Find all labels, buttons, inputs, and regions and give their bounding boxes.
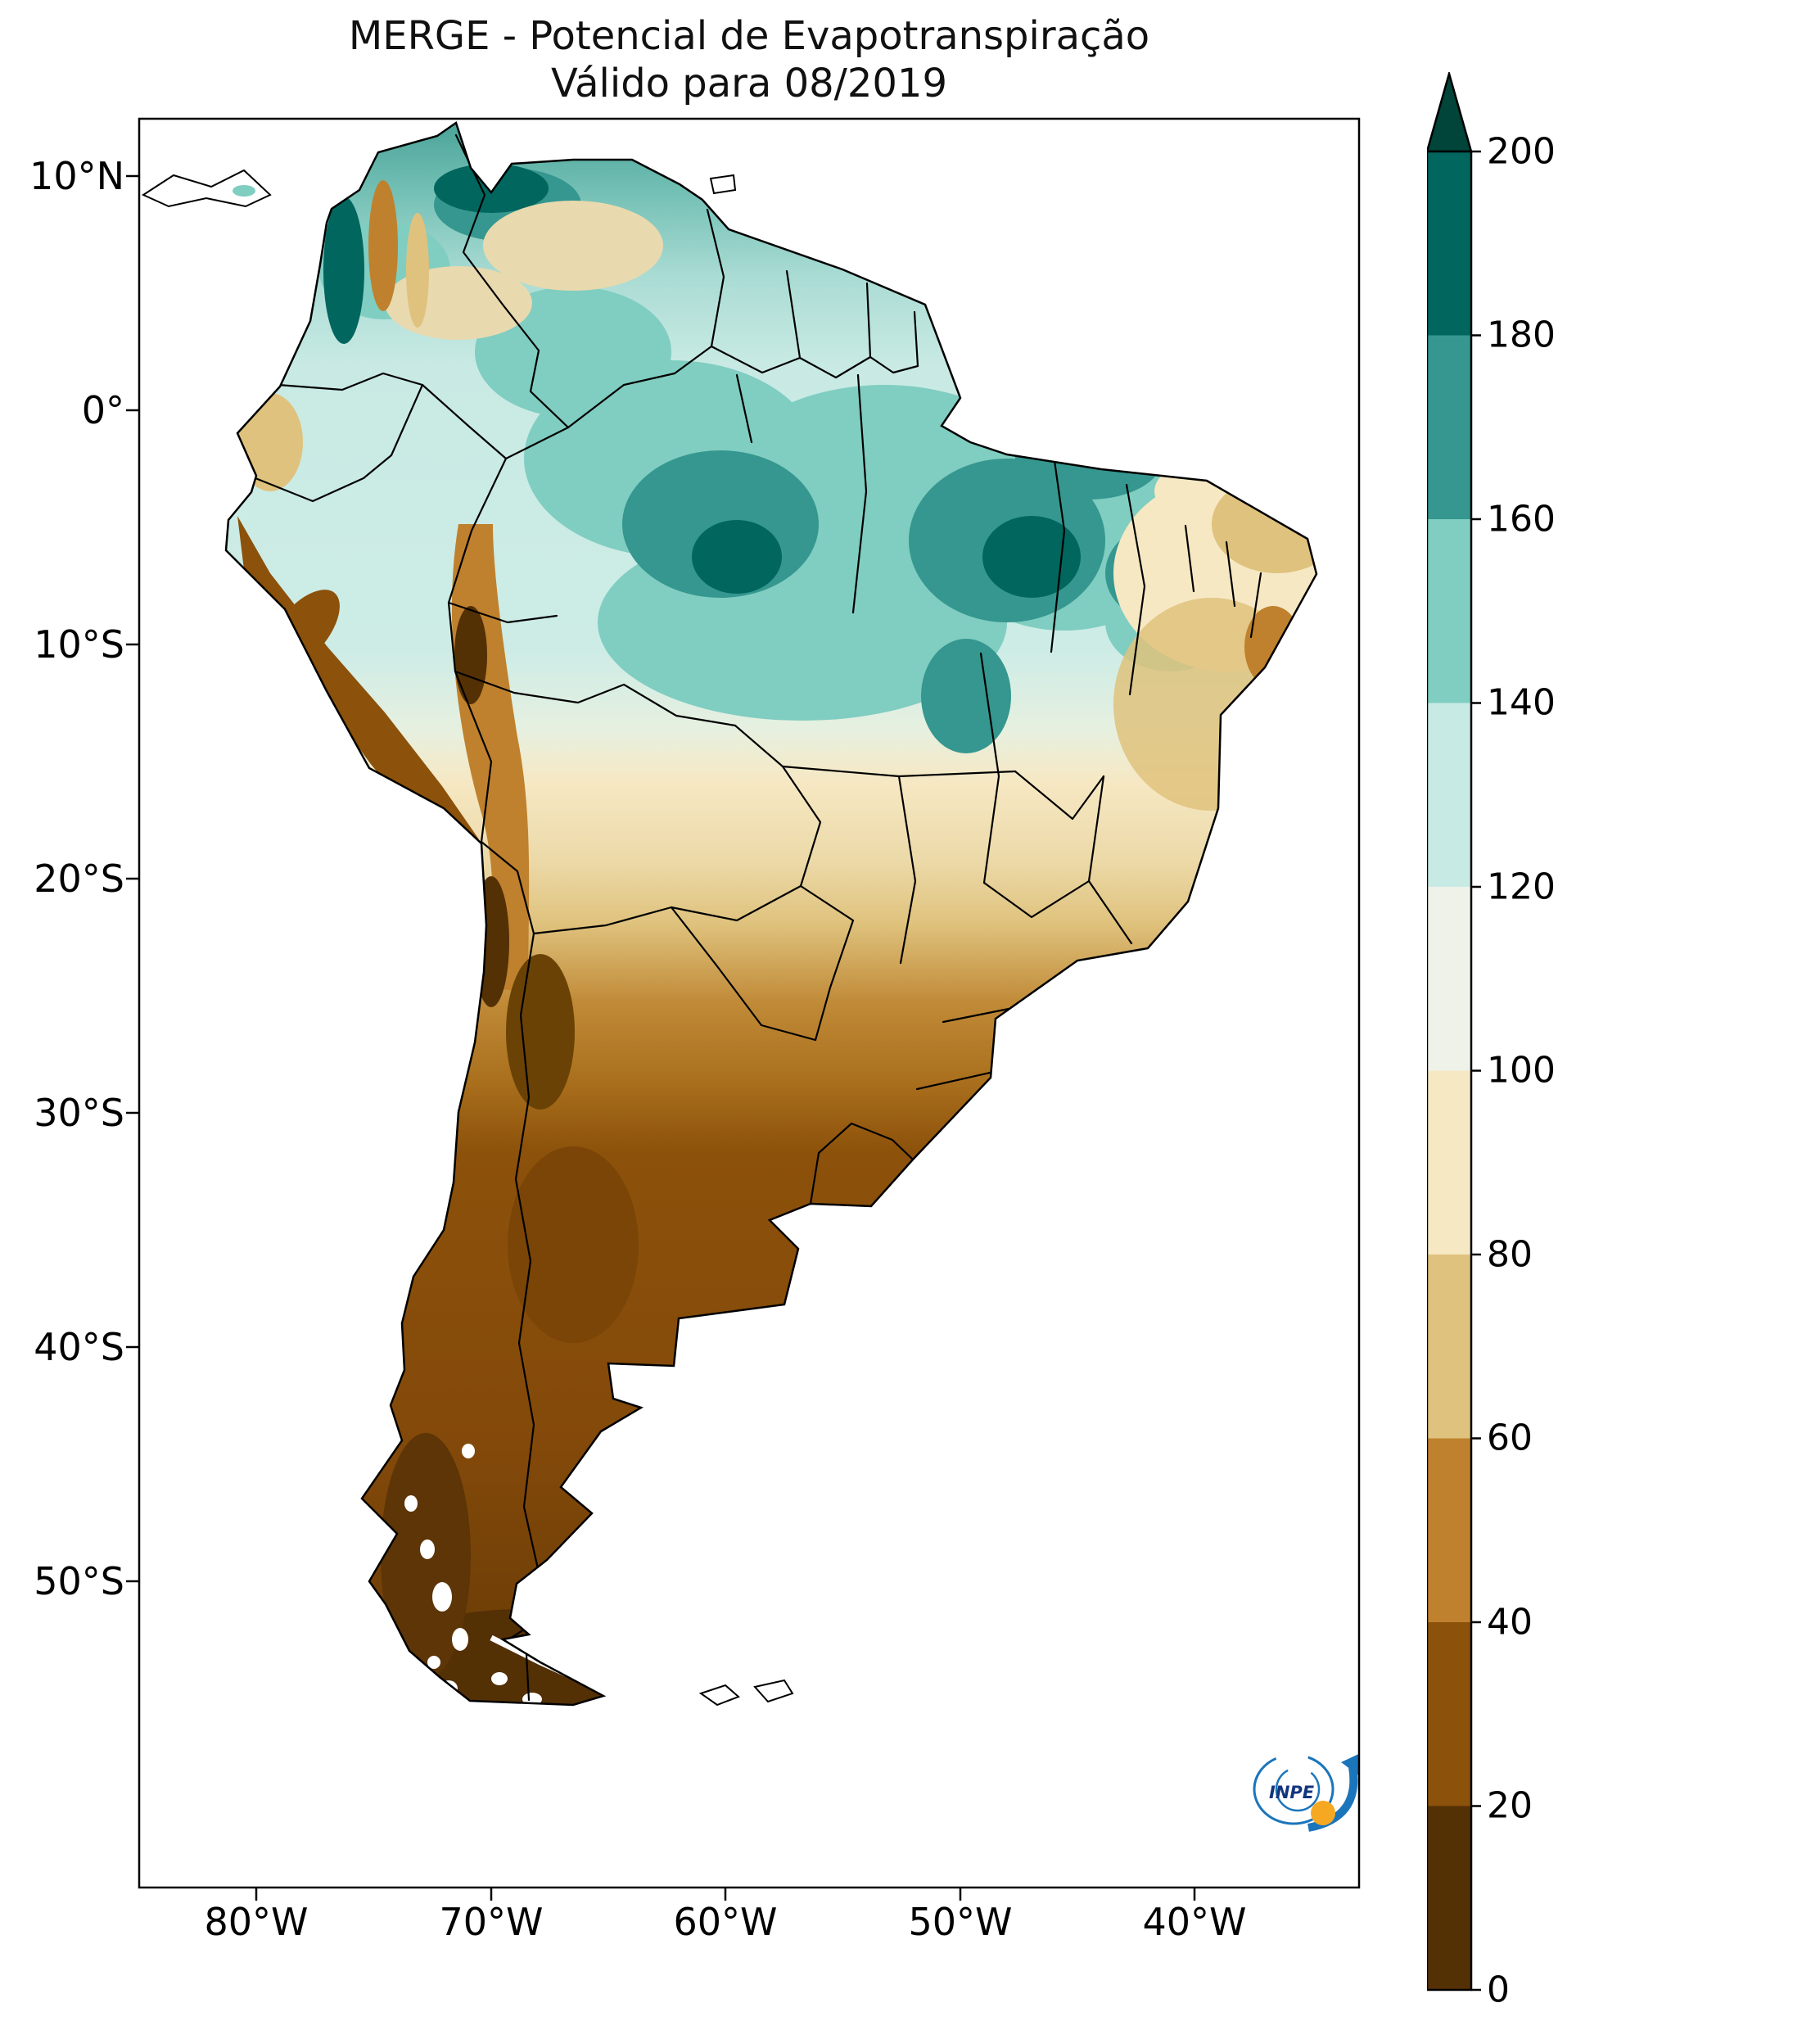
colorbar-tick-marks — [1471, 150, 1481, 1992]
cb-tick-200: 200 — [1487, 130, 1556, 173]
cb-tick-40: 40 — [1487, 1601, 1533, 1643]
political-borders — [254, 133, 1262, 1702]
plot-frame — [138, 117, 1361, 1889]
map-title: MERGE - Potencial de Evapotranspiração — [348, 13, 1150, 59]
colorbar-seg-20-40 — [1427, 1622, 1471, 1806]
colorbar-seg-0-20 — [1427, 1806, 1471, 1990]
colorbar-seg-40-60 — [1427, 1438, 1471, 1622]
panama-wet-patch — [233, 185, 255, 197]
cb-tick-100: 100 — [1487, 1049, 1556, 1092]
inpe-logo-arrow — [1307, 1766, 1358, 1832]
colorbar-seg-80-100 — [1427, 1070, 1471, 1255]
lat-tick-10s: 10°S — [34, 622, 124, 667]
colorbar-seg-60-80 — [1427, 1255, 1471, 1439]
colorbar-seg-160-180 — [1427, 335, 1471, 519]
colorbar-seg-140-160 — [1427, 519, 1471, 703]
lon-tick-40w: 40°W — [1142, 1900, 1247, 1944]
continent-fill — [226, 123, 1316, 1705]
lat-tick-10n: 10°N — [29, 154, 124, 198]
lon-tick-50w: 50°W — [908, 1900, 1013, 1944]
inpe-logo-text: INPE — [1269, 1783, 1315, 1802]
inpe-logo-arrowhead — [1341, 1753, 1359, 1776]
axis-tick-marks — [126, 174, 1196, 1901]
lon-tick-70w: 70°W — [439, 1900, 544, 1944]
lat-tick-0: 0° — [81, 388, 124, 432]
trinidad-outline — [709, 174, 737, 195]
colorbar-seg-180-200 — [1427, 151, 1471, 336]
falkland-islands-outline — [698, 1679, 794, 1707]
lat-tick-40s: 40°S — [34, 1325, 124, 1369]
cb-tick-180: 180 — [1487, 314, 1556, 356]
lat-tick-20s: 20°S — [34, 857, 124, 901]
colorbar-seg-100-120 — [1427, 887, 1471, 1071]
colorbar — [1427, 72, 1481, 1992]
colorbar-over-arrow — [1427, 72, 1473, 153]
panama-outline — [141, 169, 272, 208]
inpe-logo-orange-dot — [1311, 1801, 1335, 1825]
lon-tick-80w: 80°W — [204, 1900, 309, 1944]
cb-tick-80: 80 — [1487, 1233, 1533, 1276]
cb-tick-120: 120 — [1487, 866, 1556, 908]
coastline — [224, 121, 1318, 1707]
cb-tick-160: 160 — [1487, 498, 1556, 540]
cb-tick-0: 0 — [1487, 1969, 1510, 2011]
plot-area: INPE — [141, 121, 1359, 1832]
map-subtitle: Válido para 08/2019 — [551, 61, 947, 106]
colorbar-seg-120-140 — [1427, 703, 1471, 887]
lat-tick-50s: 50°S — [34, 1559, 124, 1603]
cb-tick-60: 60 — [1487, 1417, 1533, 1459]
lat-tick-30s: 30°S — [34, 1091, 124, 1135]
cb-tick-20: 20 — [1487, 1784, 1533, 1827]
cb-tick-140: 140 — [1487, 681, 1556, 724]
lon-tick-60w: 60°W — [673, 1900, 778, 1944]
inpe-logo: INPE — [1253, 1753, 1359, 1832]
